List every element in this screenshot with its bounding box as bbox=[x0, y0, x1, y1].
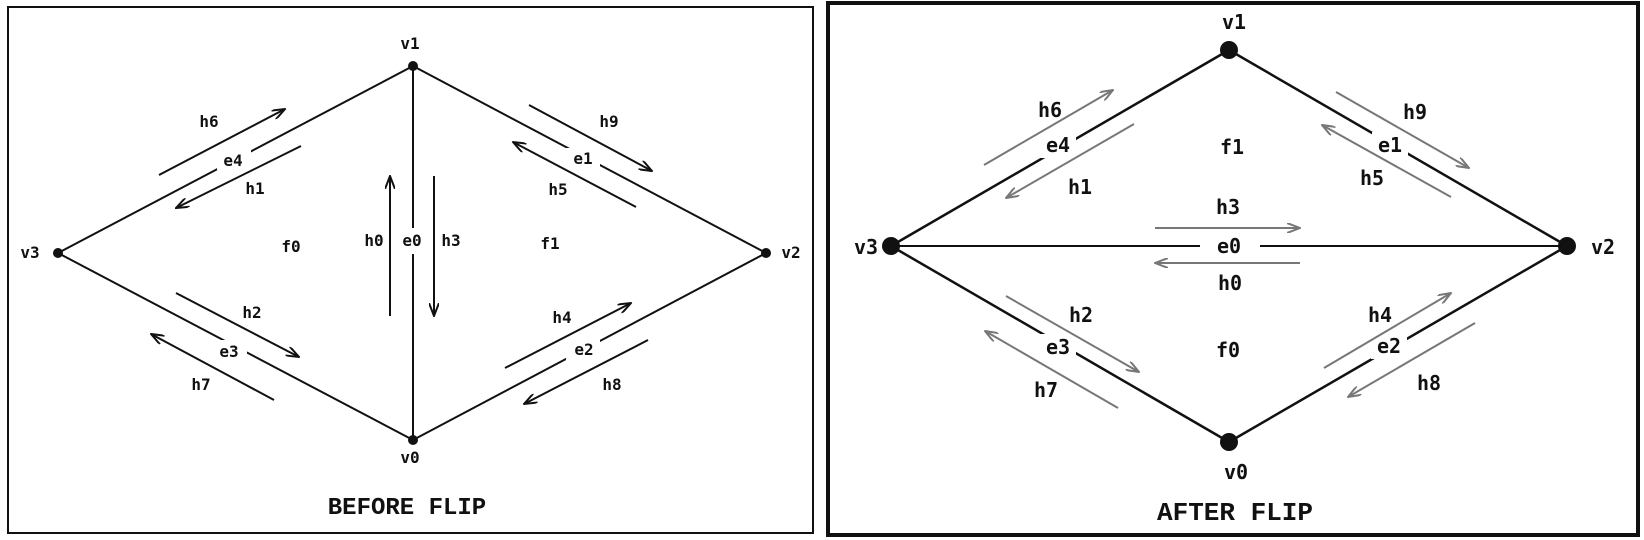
before-halfedge-h3-label: h3 bbox=[441, 231, 460, 250]
before-halfedge-h1-label: h1 bbox=[245, 179, 264, 198]
before-edge-e2-label: e2 bbox=[574, 340, 593, 359]
before-halfedge-h4-arrow bbox=[504, 303, 631, 369]
after-edge-e1-label: e1 bbox=[1378, 133, 1402, 157]
after-halfedge-h4-arrow bbox=[1323, 293, 1451, 369]
after-halfedge-h6-label: h6 bbox=[1038, 98, 1062, 122]
after-edge-e4-label: e4 bbox=[1046, 133, 1070, 157]
after-edge-e3-gap bbox=[1040, 334, 1076, 360]
before-halfedge-h0-label: h0 bbox=[364, 231, 383, 250]
after-vertex-v2-label: v2 bbox=[1591, 235, 1615, 259]
after-halfedge-h7-arrow bbox=[985, 331, 1119, 409]
before-edge-e4-label: e4 bbox=[223, 151, 242, 170]
before-vertex-v3 bbox=[53, 248, 63, 258]
before-edge-e2-gap bbox=[566, 338, 600, 360]
before-edge-e3-gap bbox=[213, 340, 247, 362]
after-flip-title: AFTER FLIP bbox=[1157, 498, 1313, 528]
after-edge-e0-label: e0 bbox=[1217, 234, 1241, 258]
before-halfedge-h8-label: h8 bbox=[602, 375, 621, 394]
before-halfedge-h2-arrow bbox=[175, 292, 299, 357]
after-halfedge-h2-label: h2 bbox=[1069, 303, 1093, 327]
after-face-f1-label: f1 bbox=[1220, 135, 1244, 159]
before-vertex-v1-label: v1 bbox=[400, 34, 419, 53]
before-face-f0-label: f0 bbox=[281, 237, 300, 256]
after-halfedge-h0-label: h0 bbox=[1218, 271, 1242, 295]
before-halfedge-h4-label: h4 bbox=[552, 308, 571, 327]
after-edge-e0-gap bbox=[1200, 236, 1260, 258]
after-vertex-v3-label: v3 bbox=[854, 235, 878, 259]
before-halfedge-h6-arrow bbox=[158, 109, 285, 176]
before-vertex-v0-label: v0 bbox=[400, 448, 419, 467]
after-vertex-v3 bbox=[882, 237, 900, 255]
after-halfedge-h5-label: h5 bbox=[1360, 166, 1384, 190]
after-panel-frame bbox=[826, 1, 1640, 537]
before-vertex-v1 bbox=[408, 61, 418, 71]
before-halfedge-h9-label: h9 bbox=[599, 112, 618, 131]
after-edge-e3-label: e3 bbox=[1046, 335, 1070, 359]
before-vertex-v3-label: v3 bbox=[20, 243, 39, 262]
before-halfedge-h2-label: h2 bbox=[242, 303, 261, 322]
before-face-f1-label: f1 bbox=[540, 234, 559, 253]
after-vertex-v0 bbox=[1220, 433, 1238, 451]
before-edge-e0-label: e0 bbox=[402, 231, 421, 250]
before-panel-frame bbox=[7, 6, 814, 534]
after-halfedge-h5-arrow bbox=[1322, 125, 1452, 198]
after-halfedge-h1-label: h1 bbox=[1068, 175, 1092, 199]
before-edge-e0-gap bbox=[400, 228, 428, 254]
after-vertex-v0-label: v0 bbox=[1224, 460, 1248, 484]
after-halfedge-h2-arrow bbox=[1005, 295, 1139, 372]
before-edge-e1-label: e1 bbox=[573, 149, 592, 168]
after-vertex-v1-label: v1 bbox=[1222, 10, 1246, 34]
after-halfedge-h1-arrow bbox=[1006, 123, 1135, 198]
before-vertex-v2-label: v2 bbox=[781, 243, 800, 262]
after-edge-e4-gap bbox=[1040, 132, 1076, 158]
after-halfedge-h6-arrow bbox=[983, 90, 1113, 166]
before-halfedge-h5-label: h5 bbox=[548, 180, 567, 199]
before-halfedge-h1-arrow bbox=[176, 145, 302, 208]
before-halfedge-h7-arrow bbox=[151, 334, 275, 401]
after-vertex-v2 bbox=[1558, 237, 1576, 255]
after-halfedge-h7-label: h7 bbox=[1034, 378, 1058, 402]
after-halfedge-h4-label: h4 bbox=[1368, 303, 1392, 327]
before-halfedge-h6-label: h6 bbox=[199, 112, 218, 131]
after-halfedge-h9-arrow bbox=[1335, 91, 1469, 168]
before-edge-e4-gap bbox=[217, 148, 251, 170]
before-halfedge-h5-arrow bbox=[513, 142, 637, 208]
before-flip-title: BEFORE FLIP bbox=[328, 495, 486, 522]
after-halfedge-h3-label: h3 bbox=[1216, 195, 1240, 219]
after-flip-panel: v1 v0 v3 v2 e4 e1 e2 e3 e0 h6 h1 h9 h5 h… bbox=[826, 1, 1640, 537]
after-edge-e2-label: e2 bbox=[1377, 334, 1401, 358]
after-halfedge-h9-label: h9 bbox=[1403, 100, 1427, 124]
after-edge-e1-gap bbox=[1372, 132, 1408, 158]
after-halfedge-h8-label: h8 bbox=[1417, 371, 1441, 395]
before-vertex-v0 bbox=[408, 435, 418, 445]
before-halfedge-h9-arrow bbox=[528, 104, 652, 171]
after-vertex-v1 bbox=[1220, 41, 1238, 59]
after-face-f0-label: f0 bbox=[1216, 338, 1240, 362]
before-edge-e1-gap bbox=[566, 148, 600, 170]
before-halfedge-h7-label: h7 bbox=[191, 375, 210, 394]
before-edge-e3-label: e3 bbox=[219, 342, 238, 361]
after-halfedge-h8-arrow bbox=[1348, 322, 1476, 397]
before-flip-panel: v1 v0 v3 v2 e4 e1 e2 e3 e0 h6 h1 h9 h5 h… bbox=[7, 6, 814, 534]
before-vertex-v2 bbox=[761, 248, 771, 258]
before-halfedge-h8-arrow bbox=[524, 339, 649, 404]
